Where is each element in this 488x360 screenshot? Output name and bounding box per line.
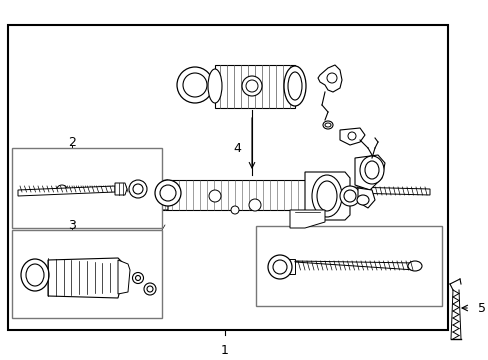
Ellipse shape (311, 175, 341, 217)
Circle shape (248, 199, 261, 211)
Ellipse shape (364, 161, 378, 179)
Ellipse shape (284, 66, 305, 106)
Ellipse shape (207, 69, 222, 103)
Ellipse shape (21, 259, 49, 291)
Text: 1: 1 (221, 343, 228, 356)
Bar (256, 226, 441, 306)
Polygon shape (354, 155, 384, 190)
Polygon shape (118, 260, 130, 294)
Ellipse shape (343, 190, 355, 202)
Ellipse shape (267, 255, 291, 279)
Polygon shape (294, 261, 414, 270)
Ellipse shape (129, 180, 147, 198)
Polygon shape (289, 210, 325, 228)
Polygon shape (115, 183, 127, 195)
Polygon shape (48, 258, 126, 298)
Ellipse shape (160, 185, 176, 201)
Ellipse shape (177, 67, 213, 103)
Polygon shape (215, 65, 294, 108)
Circle shape (208, 190, 221, 202)
Ellipse shape (155, 180, 181, 206)
Polygon shape (140, 180, 168, 210)
Ellipse shape (407, 261, 421, 271)
Ellipse shape (316, 181, 336, 211)
Text: 2: 2 (68, 135, 76, 149)
Ellipse shape (135, 275, 140, 280)
Ellipse shape (183, 73, 206, 97)
Polygon shape (275, 259, 294, 274)
Ellipse shape (356, 195, 368, 205)
Polygon shape (305, 172, 349, 220)
Text: 3: 3 (68, 219, 76, 231)
Ellipse shape (147, 286, 153, 292)
Bar (8, 25, 447, 330)
Polygon shape (18, 186, 115, 196)
Ellipse shape (272, 260, 286, 274)
Circle shape (326, 73, 336, 83)
Text: 5: 5 (477, 302, 485, 315)
Circle shape (245, 80, 258, 92)
Bar (12, 148, 162, 228)
Ellipse shape (339, 186, 359, 206)
Ellipse shape (26, 264, 44, 286)
Polygon shape (339, 128, 364, 145)
Polygon shape (162, 180, 317, 210)
Circle shape (230, 206, 239, 214)
Polygon shape (349, 187, 429, 195)
Text: 4: 4 (233, 141, 241, 154)
Circle shape (347, 132, 355, 140)
Circle shape (242, 76, 262, 96)
Bar (12, 230, 162, 318)
Polygon shape (357, 188, 374, 208)
Ellipse shape (132, 273, 143, 284)
Ellipse shape (323, 121, 332, 129)
Ellipse shape (57, 185, 67, 193)
Polygon shape (60, 186, 148, 192)
Ellipse shape (287, 72, 302, 100)
Ellipse shape (143, 283, 156, 295)
Ellipse shape (359, 156, 383, 184)
Ellipse shape (325, 123, 330, 127)
Ellipse shape (133, 184, 142, 194)
Polygon shape (317, 65, 341, 92)
